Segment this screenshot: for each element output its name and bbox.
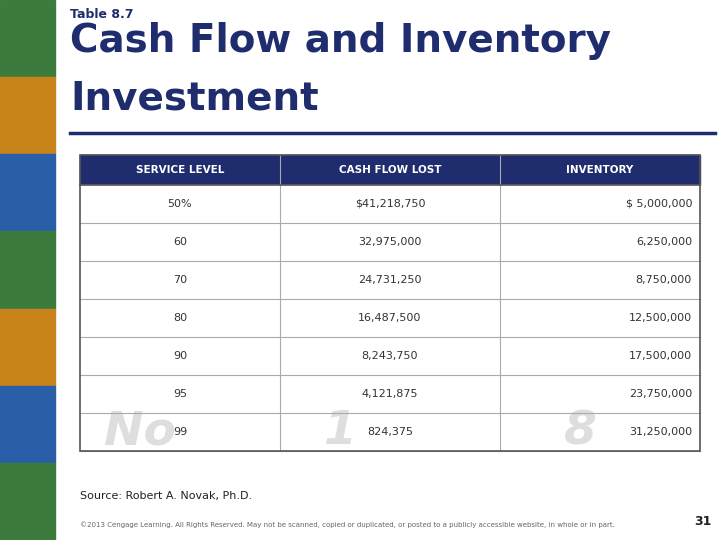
Text: 31: 31 (695, 515, 712, 528)
Text: 99: 99 (173, 427, 187, 437)
Text: 8: 8 (564, 409, 596, 455)
Text: 12,500,000: 12,500,000 (629, 313, 692, 323)
Bar (0, 463, 55, 540)
Text: 824,375: 824,375 (367, 427, 413, 437)
Bar (80, 299, 700, 337)
Bar (0, 308, 55, 386)
Text: Cash Flow and Inventory: Cash Flow and Inventory (70, 22, 611, 60)
Text: 31,250,000: 31,250,000 (629, 427, 692, 437)
Bar (80, 375, 700, 413)
Bar (0, 77, 55, 154)
Text: SERVICE LEVEL: SERVICE LEVEL (136, 165, 224, 175)
Text: 6,250,000: 6,250,000 (636, 237, 692, 247)
Text: Investment: Investment (70, 80, 319, 118)
Text: 60: 60 (173, 237, 187, 247)
Bar (80, 223, 700, 261)
Text: 90: 90 (173, 351, 187, 361)
Text: 4,121,875: 4,121,875 (361, 389, 418, 399)
Text: 70: 70 (173, 275, 187, 285)
Text: ©2013 Cengage Learning. All Rights Reserved. May not be scanned, copied or dupli: ©2013 Cengage Learning. All Rights Reser… (80, 521, 615, 528)
Text: 50%: 50% (168, 199, 192, 209)
Text: 1: 1 (323, 409, 356, 455)
Text: 80: 80 (173, 313, 187, 323)
Bar (0, 154, 55, 232)
Text: INVENTORY: INVENTORY (567, 165, 634, 175)
Text: 23,750,000: 23,750,000 (629, 389, 692, 399)
Bar (80, 261, 700, 299)
Text: 17,500,000: 17,500,000 (629, 351, 692, 361)
Bar (0, 0, 55, 77)
Text: Table 8.7: Table 8.7 (70, 8, 133, 21)
Text: 8,243,750: 8,243,750 (361, 351, 418, 361)
Bar (0, 386, 55, 463)
Text: No: No (104, 409, 176, 455)
Bar (0, 232, 55, 308)
Text: $ 5,000,000: $ 5,000,000 (626, 199, 692, 209)
Bar (80, 413, 700, 451)
Text: Source: Robert A. Novak, Ph.D.: Source: Robert A. Novak, Ph.D. (80, 491, 252, 501)
Text: 8,750,000: 8,750,000 (636, 275, 692, 285)
Bar (80, 155, 700, 451)
Bar (80, 185, 700, 223)
Text: 32,975,000: 32,975,000 (359, 237, 422, 247)
Text: CASH FLOW LOST: CASH FLOW LOST (338, 165, 441, 175)
Bar (80, 337, 700, 375)
Text: 24,731,250: 24,731,250 (359, 275, 422, 285)
Text: $41,218,750: $41,218,750 (355, 199, 426, 209)
Text: 95: 95 (173, 389, 187, 399)
Text: 16,487,500: 16,487,500 (359, 313, 422, 323)
Bar (80, 155, 700, 185)
